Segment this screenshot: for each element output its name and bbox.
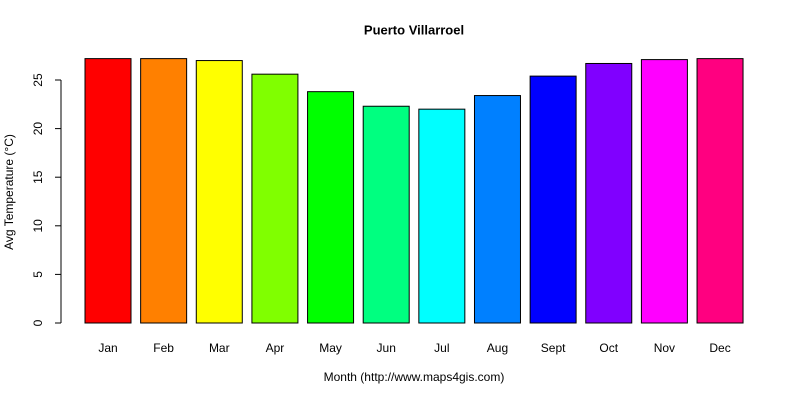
y-tick-label: 15 — [31, 170, 45, 184]
x-tick-label: Dec — [709, 341, 730, 355]
bar — [696, 58, 744, 324]
x-tick-label: Feb — [153, 341, 174, 355]
x-tick-label: Mar — [209, 341, 230, 355]
y-tick-label: 20 — [31, 122, 45, 136]
bar — [362, 105, 410, 324]
x-tick-label: Oct — [599, 341, 618, 355]
y-tick-label: 5 — [31, 271, 45, 278]
chart-title: Puerto Villarroel — [364, 22, 464, 37]
bar — [307, 91, 355, 324]
bar — [195, 60, 243, 324]
x-tick-label: Apr — [266, 341, 285, 355]
y-tick-label: 25 — [31, 73, 45, 87]
y-tick-label: 0 — [31, 319, 45, 326]
bar — [640, 59, 688, 324]
x-axis-label: Month (http://www.maps4gis.com) — [324, 370, 505, 384]
bar — [585, 62, 633, 324]
bar — [418, 108, 466, 324]
x-tick-label: Aug — [487, 341, 508, 355]
bar — [140, 58, 188, 324]
x-tick-label: Jul — [434, 341, 449, 355]
x-tick-label: May — [319, 341, 342, 355]
bar — [473, 95, 521, 324]
y-axis-label: Avg Temperature (°C) — [2, 134, 16, 250]
x-tick-label: Nov — [654, 341, 675, 355]
x-tick-label: Jun — [377, 341, 396, 355]
bar — [84, 58, 132, 324]
y-tick-label: 10 — [31, 219, 45, 233]
x-tick-label: Sept — [541, 341, 566, 355]
bar — [251, 73, 299, 324]
x-tick-label: Jan — [98, 341, 117, 355]
bar — [529, 75, 577, 324]
